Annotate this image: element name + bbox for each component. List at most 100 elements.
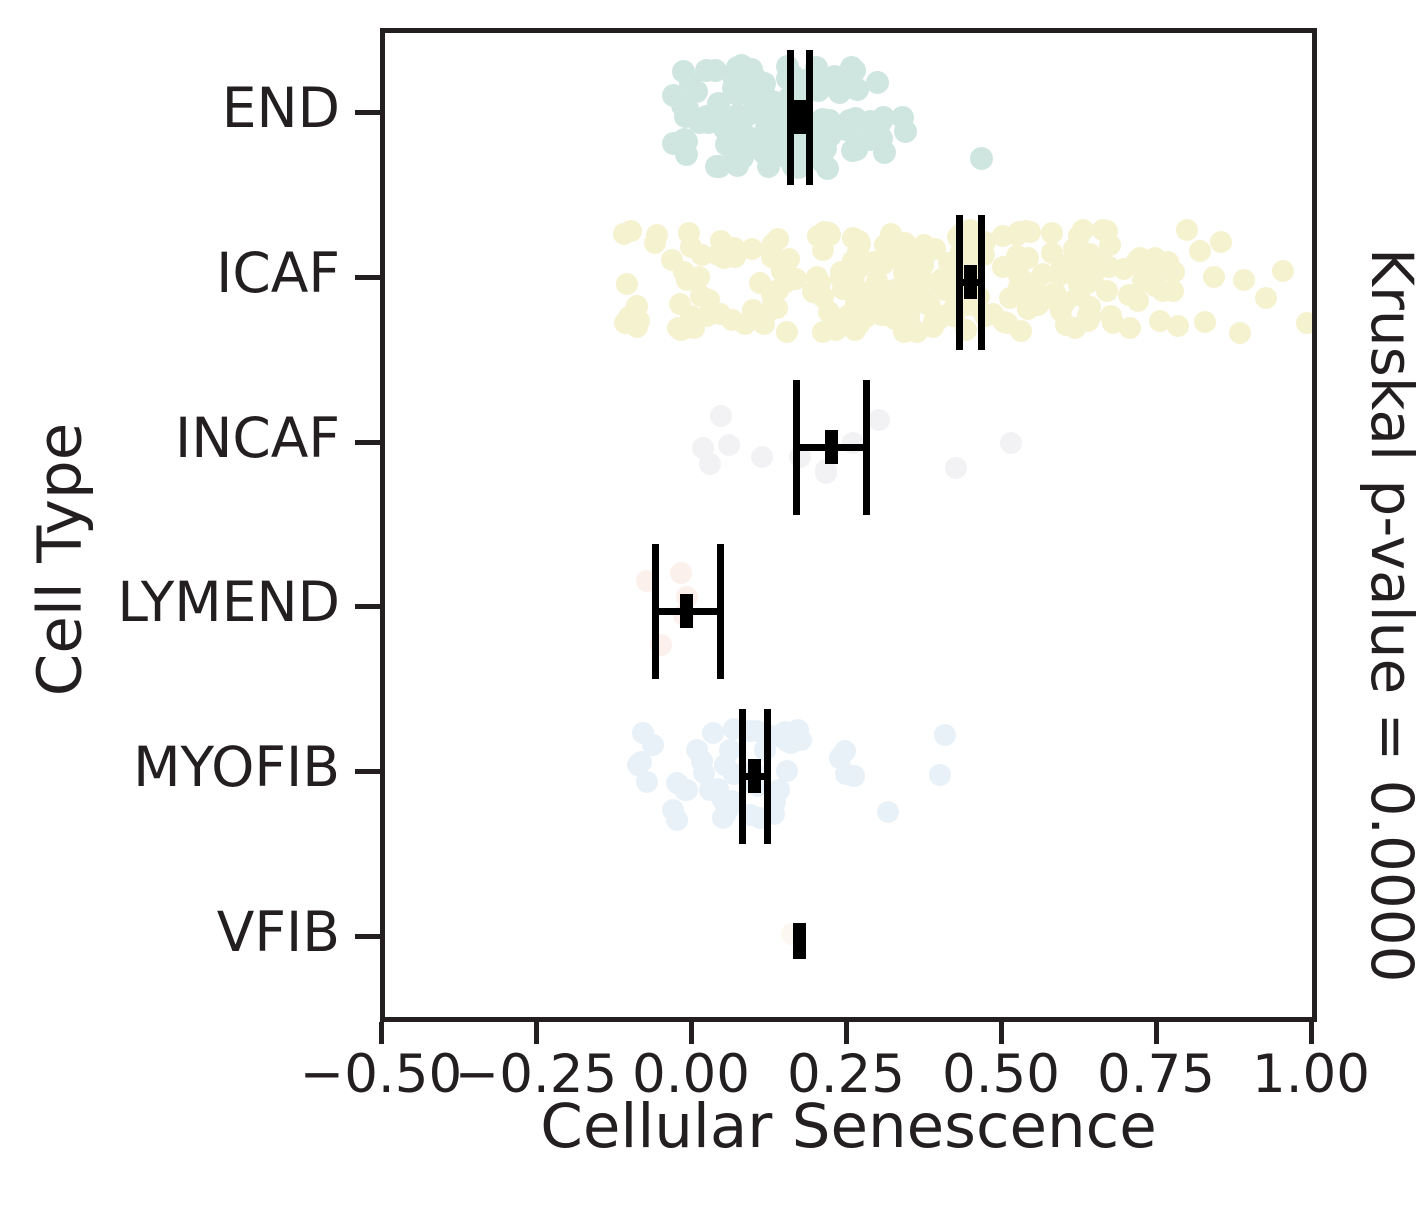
scatter-point (1077, 310, 1100, 333)
scatter-point (1015, 220, 1038, 243)
scatter-point (734, 104, 758, 128)
scatter-point (991, 224, 1014, 247)
scatter-point (757, 155, 781, 179)
scatter-point (845, 291, 868, 314)
scatter-point (754, 143, 778, 167)
scatter-point (646, 223, 669, 246)
scatter-point (1040, 222, 1063, 245)
scatter-point (928, 763, 951, 786)
scatter-point (715, 802, 738, 825)
y-tick-mark (355, 934, 382, 939)
scatter-point (868, 302, 891, 325)
error-bar-cap-high (763, 708, 771, 844)
scatter-point (904, 267, 927, 290)
scatter-point (731, 60, 755, 84)
scatter-point (742, 89, 766, 113)
scatter-point (709, 229, 732, 252)
scatter-point (815, 462, 838, 485)
scatter-point (849, 233, 872, 256)
scatter-point (1068, 273, 1091, 296)
scatter-point (835, 763, 858, 786)
scatter-point (613, 222, 636, 245)
scatter-point (712, 789, 735, 812)
scatter-point (837, 303, 860, 326)
scatter-point (1049, 300, 1072, 323)
scatter-point (843, 266, 866, 289)
scatter-point (1008, 276, 1031, 298)
scatter-point (675, 317, 698, 340)
scatter-point (861, 289, 884, 312)
scatter-point (724, 246, 747, 269)
scatter-point (1295, 311, 1312, 334)
scatter-point (1014, 279, 1037, 302)
scatter-point (830, 266, 853, 289)
scatter-point (761, 246, 784, 269)
scatter-point (1162, 261, 1185, 284)
scatter-point (784, 267, 807, 290)
scatter-point (869, 110, 893, 134)
scatter-point (662, 131, 686, 155)
scatter-point (843, 765, 866, 788)
scatter-point (620, 219, 643, 242)
scatter-point (693, 761, 716, 784)
scatter-point (904, 275, 927, 298)
scatter-point (897, 307, 920, 330)
scatter-point (755, 131, 779, 155)
scatter-point (760, 283, 783, 306)
scatter-point (730, 145, 754, 169)
scatter-point (805, 265, 828, 288)
scatter-point (944, 456, 967, 479)
scatter-point (1063, 316, 1086, 339)
scatter-point (724, 149, 748, 173)
scatter-point (905, 280, 928, 303)
x-tick-label: −0.25 (454, 1044, 618, 1105)
scatter-point (1210, 230, 1233, 253)
scatter-point (1055, 314, 1078, 337)
scatter-point (819, 123, 843, 147)
scatter-point (1156, 251, 1179, 274)
scatter-point (855, 305, 878, 328)
scatter-point (1026, 293, 1049, 316)
scatter-point (1006, 223, 1029, 246)
scatter-point (847, 229, 870, 252)
scatter-point (865, 70, 889, 94)
scatter-point (866, 120, 890, 144)
scatter-point (687, 111, 711, 135)
scatter-point (714, 753, 737, 776)
scatter-point (996, 312, 1019, 335)
scatter-point (845, 286, 868, 309)
scatter-point (731, 121, 755, 145)
scatter-point (740, 131, 764, 155)
point-estimate-marker (748, 759, 762, 793)
scatter-point (889, 246, 912, 269)
scatter-point (666, 808, 689, 831)
scatter-point (676, 268, 699, 291)
scatter-point (748, 78, 772, 102)
scatter-point (751, 446, 774, 469)
scatter-point (823, 309, 846, 332)
y-tick-label-lymend: LYMEND (117, 570, 340, 634)
scatter-point (715, 133, 739, 157)
scatter-point (817, 221, 840, 244)
scatter-point (1145, 261, 1168, 284)
scatter-point (711, 806, 734, 829)
scatter-point (691, 749, 714, 772)
scatter-point (730, 54, 754, 78)
scatter-point (616, 272, 639, 295)
scatter-point (841, 227, 864, 250)
scatter-point (1050, 260, 1073, 283)
scatter-point (893, 231, 916, 254)
scatter-point (817, 300, 840, 323)
y-tick-mark (355, 604, 382, 609)
scatter-point (824, 318, 847, 341)
scatter-point (1017, 247, 1040, 270)
scatter-point (725, 106, 749, 130)
x-axis-title: Cellular Senescence (540, 1091, 1157, 1162)
scatter-point (729, 139, 753, 163)
scatter-point (739, 58, 763, 82)
y-tick-label-myofib: MYOFIB (133, 735, 340, 799)
scatter-point (872, 105, 896, 129)
scatter-point (1016, 298, 1039, 321)
x-tick-mark (379, 1022, 384, 1044)
x-tick-mark (534, 1022, 539, 1044)
